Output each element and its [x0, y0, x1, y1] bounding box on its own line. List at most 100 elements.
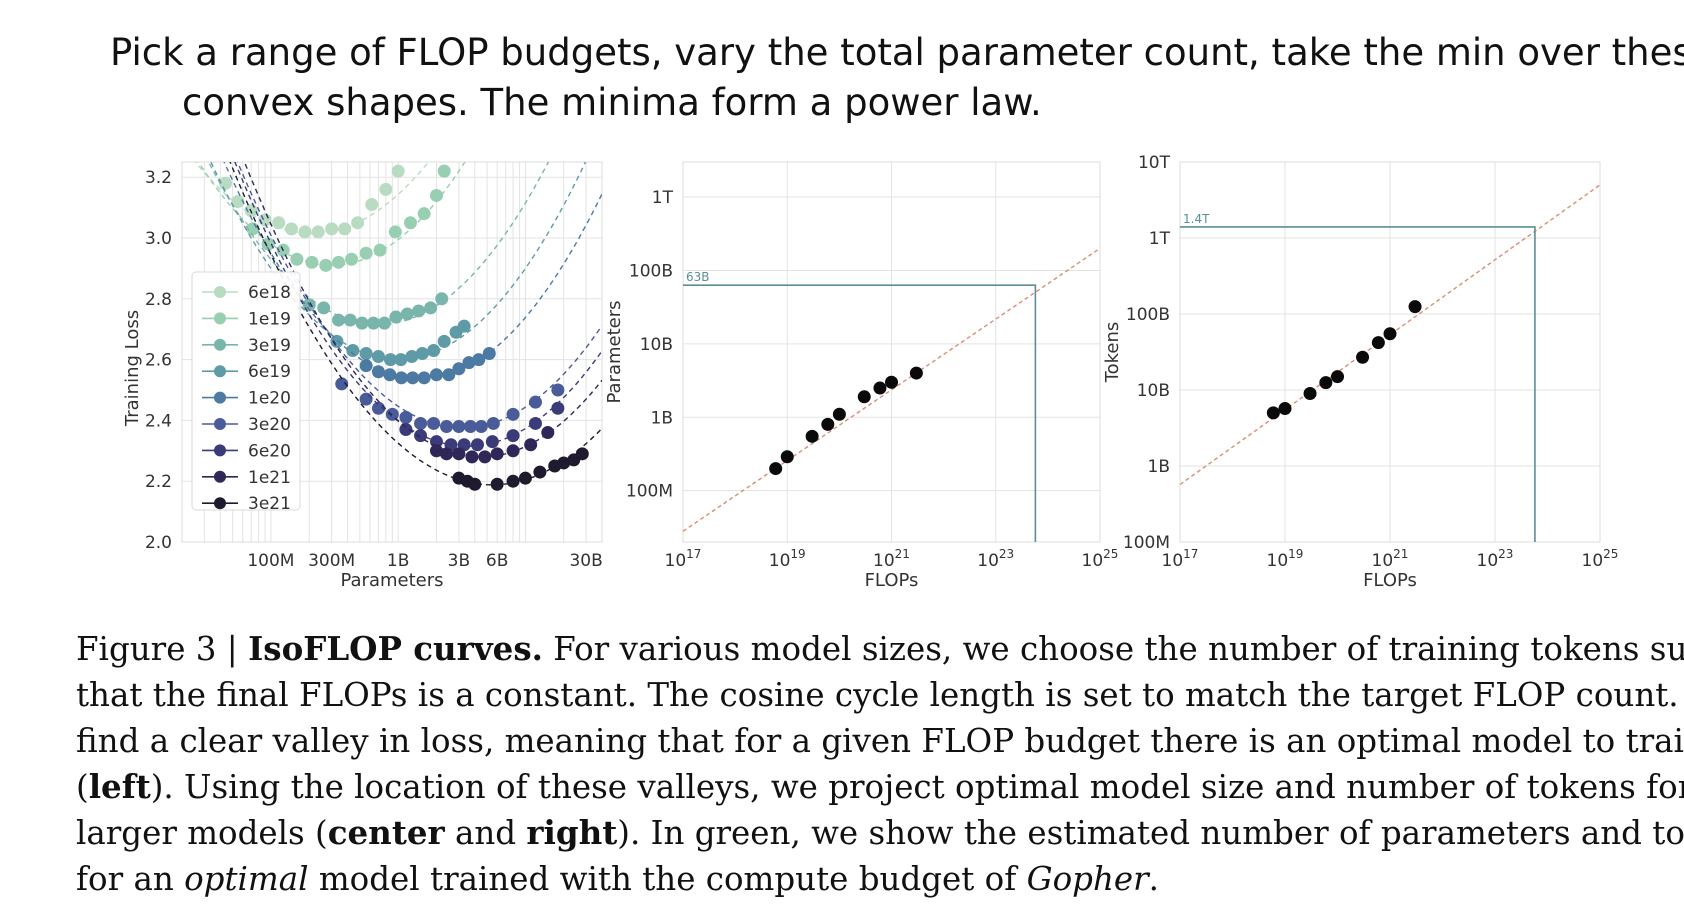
data-point — [429, 368, 443, 382]
x-tick-label: 1017 — [1162, 547, 1199, 571]
y-tick-label: 1T — [652, 188, 674, 208]
data-point — [873, 381, 887, 395]
data-point — [452, 362, 466, 376]
legend-marker — [214, 418, 226, 430]
caption-text: model trained with the compute budget of — [308, 860, 1027, 898]
plot-content — [683, 247, 1100, 542]
x-tick-label: 1B — [387, 551, 409, 571]
data-point — [330, 334, 344, 348]
headline-line-1: Pick a range of FLOP budgets, vary the t… — [110, 31, 1684, 74]
data-point — [457, 319, 471, 333]
data-point — [442, 368, 456, 382]
data-point — [403, 216, 417, 230]
data-point — [388, 225, 402, 239]
headline-line-2: convex shapes. The minima form a power l… — [182, 81, 1042, 124]
data-point — [528, 416, 542, 430]
series-1e19 — [197, 162, 466, 272]
caption-text: ). Using the location of these valleys, … — [150, 768, 1684, 806]
data-point — [371, 401, 385, 415]
data-point — [1356, 350, 1370, 364]
x-tick-label: 1023 — [977, 547, 1014, 571]
data-point — [305, 255, 319, 269]
caption-text: ). In green, we show the estimated numbe… — [617, 814, 1684, 852]
data-point — [533, 465, 547, 479]
fit-curve — [229, 162, 602, 486]
legend-marker — [214, 497, 226, 510]
y-tick-label: 2.0 — [145, 533, 172, 553]
data-point — [506, 474, 520, 488]
data-point — [284, 222, 298, 236]
data-point — [338, 222, 352, 236]
series-6e19 — [210, 162, 587, 367]
data-point — [541, 426, 555, 440]
caption-text: . — [1148, 860, 1160, 898]
legend-label: 1e20 — [248, 389, 291, 409]
data-point — [490, 477, 504, 491]
y-tick-label: 10B — [640, 335, 673, 355]
data-point — [346, 343, 360, 357]
data-point — [355, 316, 369, 330]
data-point — [414, 429, 428, 443]
fit-line — [1180, 184, 1600, 486]
caption-line-2: that the final FLOPs is a constant. The … — [76, 676, 1684, 714]
figure-3-charts: 2.0 2.2 2.4 2.6 2.8 3.0 3.2 100M 300M 1B 3B 6B 30B 6e… — [122, 153, 1618, 591]
data-point — [379, 182, 393, 196]
data-point — [551, 383, 565, 397]
data-point — [311, 225, 325, 239]
optimal-annotation-lines — [683, 284, 1037, 542]
plot-frame — [181, 161, 603, 543]
data-point — [1266, 406, 1280, 420]
data-point — [272, 216, 286, 230]
plot-frame — [682, 161, 1101, 543]
data-point — [417, 207, 431, 221]
fit-curve — [207, 162, 550, 326]
legend-marker — [214, 444, 226, 457]
data-point — [440, 447, 454, 461]
data-point — [429, 444, 443, 458]
data-point — [821, 417, 835, 431]
series-1e20 — [223, 162, 602, 385]
data-point — [452, 419, 466, 433]
data-point — [1371, 336, 1385, 350]
legend: 6e18 1e19 3e19 6e19 1e20 3e20 6e20 1e21 3e21 — [191, 271, 301, 514]
caption-line-6: for an optimal model trained with the co… — [76, 856, 1666, 902]
data-point — [472, 353, 486, 367]
data-point — [427, 343, 441, 357]
data-point — [1408, 300, 1422, 314]
legend-marker — [214, 312, 226, 325]
x-tick-label: 30B — [569, 551, 602, 571]
data-point — [367, 316, 381, 330]
x-tick-label: 1021 — [1372, 547, 1409, 571]
data-point — [490, 447, 504, 461]
data-point — [319, 258, 333, 272]
legend-marker — [214, 391, 226, 404]
data-point — [440, 419, 454, 433]
data-point — [805, 429, 819, 443]
data-point — [424, 301, 438, 315]
data-point — [412, 304, 426, 318]
y-tick-label: 2.6 — [145, 351, 172, 371]
headline: Pick a range of FLOP budgets, vary the t… — [110, 28, 1684, 128]
optimal-annotation-label: 1.4T — [1183, 212, 1210, 226]
data-point — [406, 371, 420, 385]
legend-label: 6e19 — [248, 362, 291, 382]
caption-text: ( — [76, 768, 89, 806]
x-axis-label: Parameters — [340, 570, 443, 591]
data-point — [383, 353, 397, 367]
caption-line-5: larger models (center and right). In gre… — [76, 810, 1684, 856]
y-tick-label: 3.2 — [145, 168, 172, 188]
data-point — [298, 225, 312, 239]
legend-label: 3e19 — [248, 336, 291, 356]
caption-line-1: Figure 3 | IsoFLOP curves. For various m… — [76, 626, 1684, 672]
data-point — [365, 198, 379, 212]
data-point — [452, 447, 466, 461]
data-point — [909, 366, 923, 380]
legend-marker — [214, 470, 226, 483]
data-point — [317, 301, 331, 315]
legend-label: 6e18 — [248, 283, 291, 303]
caption-line-3: find a clear valley in loss, meaning tha… — [76, 722, 1684, 760]
data-point — [231, 195, 245, 209]
data-point — [219, 176, 233, 190]
data-point — [857, 390, 871, 404]
y-axis-label: Training Loss — [122, 310, 143, 427]
